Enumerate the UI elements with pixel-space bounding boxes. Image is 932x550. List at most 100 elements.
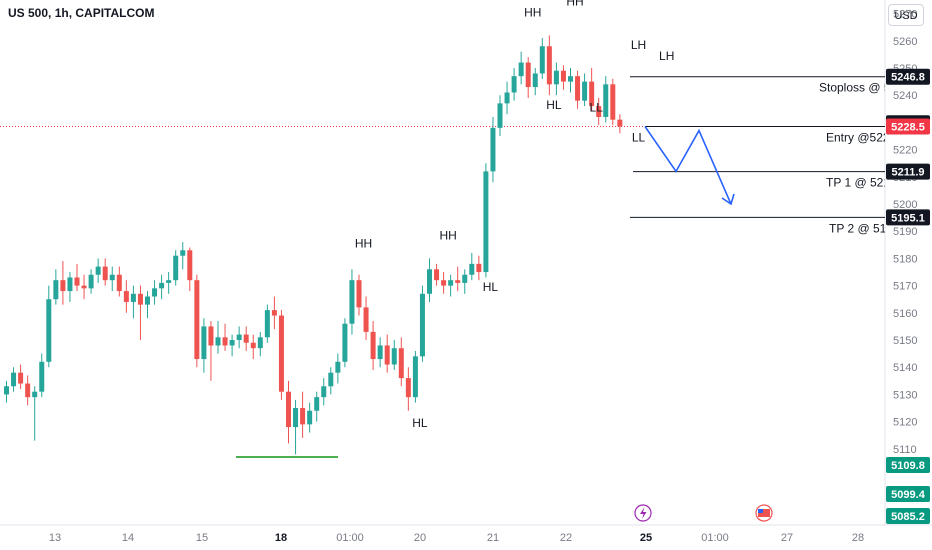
candle-body xyxy=(271,310,277,316)
candle-body xyxy=(469,263,475,275)
y-tick-label: 5140 xyxy=(893,362,917,374)
candle-body xyxy=(434,269,440,281)
price-label-box xyxy=(886,486,930,502)
candle-body xyxy=(95,266,101,275)
level-label: TP 2 @ 5195.1 xyxy=(829,221,910,235)
candle-body xyxy=(173,255,179,281)
price-label-text: 5211.9 xyxy=(891,167,924,179)
candle-body xyxy=(363,307,369,332)
y-tick-label: 5220 xyxy=(893,145,917,157)
candle-body xyxy=(137,293,143,305)
candle-body xyxy=(236,334,242,341)
candle-body xyxy=(532,73,538,88)
candle-body xyxy=(81,285,87,289)
candle-body xyxy=(74,277,80,286)
level-label: Entry @5228.5 xyxy=(826,130,907,144)
level-label: TP 1 @ 5211.9 xyxy=(826,176,906,190)
projection-arrowhead xyxy=(721,193,735,206)
price-label-text: 5246.8 xyxy=(891,72,925,84)
level-label: Stoploss @ 5246.8 xyxy=(819,81,921,95)
candle-body xyxy=(300,408,306,425)
candle-body xyxy=(441,280,447,286)
candle-body xyxy=(483,171,489,273)
y-tick-label: 5160 xyxy=(893,308,917,320)
pattern-label: HH xyxy=(566,0,583,8)
candle-body xyxy=(18,372,24,384)
candle-body xyxy=(307,410,313,425)
x-tick-label: 25 xyxy=(640,532,652,544)
candle-body xyxy=(208,326,214,346)
candle-body xyxy=(617,119,623,127)
candle-body xyxy=(596,106,602,117)
x-tick-label: 28 xyxy=(852,532,864,544)
candle-body xyxy=(419,293,425,357)
price-label-box xyxy=(886,163,930,180)
candle-body xyxy=(377,345,383,360)
candle-body xyxy=(518,62,524,77)
y-tick-label: 5170 xyxy=(893,281,917,293)
candle-body xyxy=(130,293,136,302)
candle-body xyxy=(109,274,115,281)
y-tick-label: 5180 xyxy=(893,253,917,265)
chart-title: US 500, 1h, CAPITALCOM xyxy=(8,6,155,20)
x-tick-label: 20 xyxy=(414,532,426,544)
candle-body xyxy=(145,296,150,305)
candle-body xyxy=(53,280,59,300)
candle-body xyxy=(582,81,588,101)
candle-body xyxy=(46,299,52,362)
candle-body xyxy=(405,378,411,398)
candle-body xyxy=(575,76,581,101)
y-tick-label: 5130 xyxy=(893,389,917,401)
candle-body xyxy=(4,386,9,395)
candle-body xyxy=(603,84,609,117)
candle-body xyxy=(356,280,362,308)
x-tick-label: 21 xyxy=(487,532,499,544)
candle-body xyxy=(243,334,249,343)
y-tick-label: 5150 xyxy=(893,335,917,347)
candle-body xyxy=(152,288,158,297)
candle-body xyxy=(11,372,17,387)
price-label-text: 5085.2 xyxy=(891,511,925,523)
currency-button[interactable]: USD xyxy=(888,4,924,26)
candle-body xyxy=(476,263,482,273)
candle-body xyxy=(229,340,235,346)
candle-body xyxy=(222,337,228,346)
candle-body xyxy=(546,46,552,85)
candle-body xyxy=(335,361,341,373)
candle-body xyxy=(398,348,404,379)
candle-body xyxy=(370,331,376,360)
pattern-label: LH xyxy=(659,49,674,63)
candle-body xyxy=(504,92,510,104)
candle-body xyxy=(314,397,320,411)
price-label-text: 5099.4 xyxy=(891,489,926,501)
y-tick-label: 5240 xyxy=(893,90,917,102)
candle-body xyxy=(32,391,38,398)
y-tick-label: 5260 xyxy=(893,36,917,48)
candle-body xyxy=(455,280,461,283)
candle-body xyxy=(39,361,45,392)
price-label-box xyxy=(886,209,930,226)
candle-body xyxy=(462,274,468,283)
candle-body xyxy=(384,345,390,365)
candle-body xyxy=(539,46,545,74)
candle-body xyxy=(166,280,172,283)
candle-body xyxy=(194,280,200,360)
pattern-label: LH xyxy=(631,38,646,52)
y-tick-label: 5190 xyxy=(893,226,917,238)
x-tick-label: 15 xyxy=(196,532,208,544)
candle-body xyxy=(342,323,348,362)
candle-body xyxy=(102,266,108,281)
candle-body xyxy=(215,337,221,346)
y-tick-label: 5120 xyxy=(893,417,917,429)
candle-body xyxy=(553,70,559,85)
candle-body xyxy=(278,315,284,392)
price-label-box xyxy=(886,457,930,473)
candle-body xyxy=(448,280,454,286)
x-tick-label: 22 xyxy=(560,532,572,544)
candle-body xyxy=(293,408,299,428)
price-label-box xyxy=(886,68,930,85)
candle-body xyxy=(328,372,334,387)
price-label-box xyxy=(886,508,930,524)
candle-body xyxy=(568,76,573,82)
